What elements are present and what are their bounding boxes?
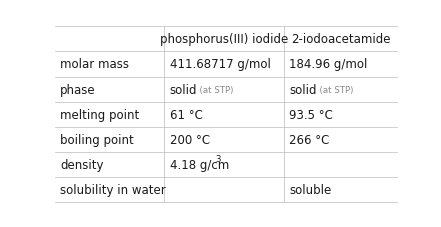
Text: melting point: melting point [60,108,139,121]
Text: solid: solid [170,83,197,96]
Text: phosphorus(III) iodide: phosphorus(III) iodide [160,33,288,46]
Text: solubility in water: solubility in water [60,183,166,196]
Text: (at STP): (at STP) [194,85,234,94]
Text: 266 °C: 266 °C [289,133,329,146]
Text: 184.96 g/mol: 184.96 g/mol [289,58,368,71]
Text: density: density [60,158,104,171]
Text: 3: 3 [216,155,221,164]
Text: 2-iodoacetamide: 2-iodoacetamide [291,33,390,46]
Text: phase: phase [60,83,96,96]
Text: solid: solid [289,83,317,96]
Text: 411.68717 g/mol: 411.68717 g/mol [170,58,270,71]
Text: 93.5 °C: 93.5 °C [289,108,333,121]
Text: 200 °C: 200 °C [170,133,210,146]
Text: soluble: soluble [289,183,332,196]
Text: 4.18 g/cm: 4.18 g/cm [170,158,229,171]
Text: 61 °C: 61 °C [170,108,202,121]
Text: boiling point: boiling point [60,133,134,146]
Text: molar mass: molar mass [60,58,129,71]
Text: (at STP): (at STP) [314,85,353,94]
